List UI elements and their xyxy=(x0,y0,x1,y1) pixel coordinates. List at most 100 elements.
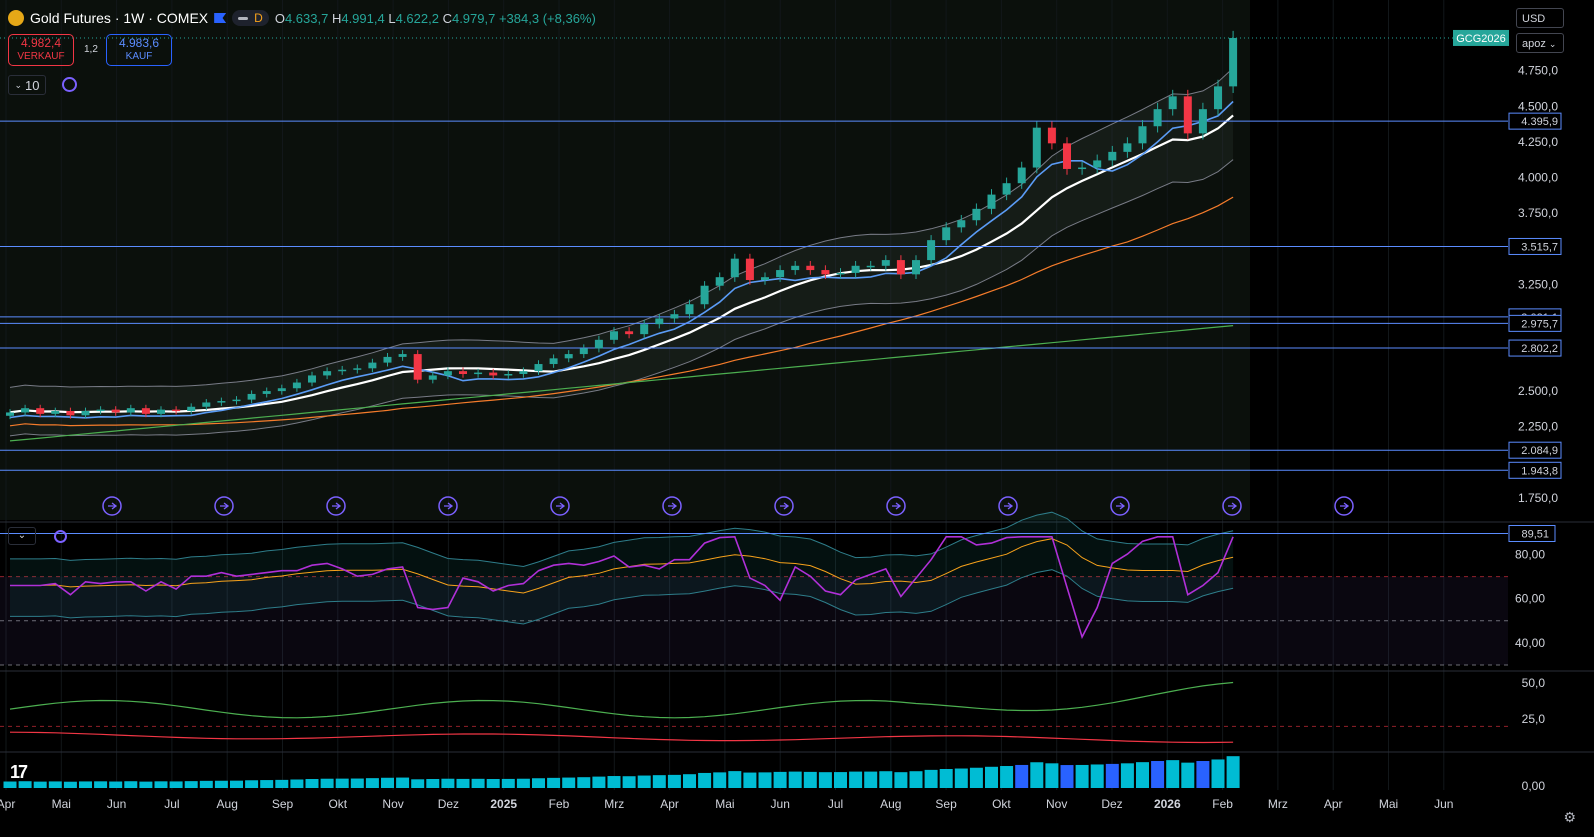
volume-bar xyxy=(969,767,983,788)
volume-bar xyxy=(18,781,32,788)
volume-bar xyxy=(1030,762,1044,788)
volume-bar xyxy=(33,781,47,788)
sync-icon[interactable] xyxy=(54,530,67,543)
candle-body xyxy=(6,412,14,416)
indicator-count: 10 xyxy=(25,77,40,93)
currency-select[interactable]: USD xyxy=(1516,8,1564,28)
candle-body xyxy=(942,227,951,241)
x-tick-label: Sep xyxy=(272,797,294,811)
osc-last-value: 89,51 xyxy=(1521,529,1549,541)
candle-body xyxy=(912,260,920,275)
event-icon xyxy=(438,496,458,516)
mode-pill[interactable]: D xyxy=(232,10,269,26)
volume-bar xyxy=(214,780,228,788)
buy-price: 4.983,6 xyxy=(118,36,160,50)
candle-body xyxy=(262,391,271,394)
candle-body xyxy=(1198,109,1207,134)
candle-body xyxy=(1153,109,1162,127)
ohlc-values: O4.633,7 H4.991,4 L4.622,2 C4.979,7 +384… xyxy=(274,10,596,26)
collapse-pane-button[interactable]: ⌄ xyxy=(8,527,36,545)
volume-bar xyxy=(894,772,908,788)
volume-bar xyxy=(381,777,394,788)
candle-body xyxy=(247,393,256,400)
candle-body xyxy=(1017,167,1026,184)
candle-body xyxy=(761,277,769,281)
volume-bar xyxy=(773,771,787,788)
x-tick-label: Jul xyxy=(164,797,179,811)
change-value: +384,3 (+8,36%) xyxy=(498,10,596,26)
candle-body xyxy=(972,208,981,221)
tradingview-logo[interactable]: 17 xyxy=(10,762,28,782)
ma-blue xyxy=(9,100,1234,419)
arrow-right-icon xyxy=(780,502,790,510)
level-label-box xyxy=(1508,339,1562,357)
candle-body xyxy=(685,304,694,315)
candle-body xyxy=(700,285,709,305)
volume-bar xyxy=(637,775,651,788)
volume-bar xyxy=(94,781,108,788)
event-icon xyxy=(998,496,1018,516)
x-tick-label: Okt xyxy=(328,797,347,811)
candle-body xyxy=(640,324,649,335)
candle-body xyxy=(1183,96,1192,134)
volume-bar xyxy=(109,781,123,788)
candle-body xyxy=(791,265,800,271)
candle-body xyxy=(459,371,467,375)
volume-bar xyxy=(516,778,530,788)
arrow-right-icon xyxy=(1340,502,1350,510)
candle-body xyxy=(987,194,996,209)
volume-bar xyxy=(169,781,183,788)
y-tick-label: 2.250,0 xyxy=(1518,420,1558,434)
volume-bar xyxy=(985,766,998,788)
sync-icon[interactable] xyxy=(62,77,77,92)
candle-body xyxy=(1063,143,1071,169)
volume-bar xyxy=(743,772,757,788)
x-tick-label: Aug xyxy=(217,797,238,811)
candle-body xyxy=(549,358,558,365)
x-tick-label: 2026 xyxy=(1154,797,1181,811)
x-tick-label: Apr xyxy=(660,797,679,811)
volume-bar xyxy=(803,771,817,788)
candle-body xyxy=(443,371,452,376)
volume-bar xyxy=(139,781,153,788)
flag-icon[interactable] xyxy=(214,13,227,23)
buy-button[interactable]: 4.983,6 KAUF xyxy=(106,34,172,66)
arrow-right-icon xyxy=(892,502,902,510)
scale-value: apoz xyxy=(1522,38,1546,50)
volume-bar xyxy=(365,778,379,788)
x-tick-label: Jun xyxy=(771,797,790,811)
volume-bar xyxy=(547,777,561,788)
osc-tick-label: 60,00 xyxy=(1515,592,1545,606)
x-tick-label: Aug xyxy=(880,797,901,811)
volume-bar xyxy=(758,772,772,788)
volume-bar xyxy=(1196,761,1210,788)
candle-body xyxy=(217,401,226,403)
symbol-title[interactable]: Gold Futures · 1W · COMEX xyxy=(30,10,209,26)
volume-bar xyxy=(350,778,364,788)
volume-bar xyxy=(245,780,259,788)
gear-icon[interactable]: ⚙ xyxy=(1563,809,1576,825)
chevron-down-icon: ⌄ xyxy=(14,79,23,90)
volume-bar xyxy=(713,772,727,788)
volume-bar xyxy=(667,774,681,788)
volume-bar xyxy=(592,776,606,788)
candle-body xyxy=(172,409,181,412)
scale-select[interactable]: apoz ⌄ xyxy=(1516,33,1564,53)
volume-bar xyxy=(1105,763,1119,788)
x-tick-label: Okt xyxy=(992,797,1011,811)
candle-body xyxy=(323,371,332,376)
osc-value-box xyxy=(1508,525,1556,543)
volume-bar xyxy=(184,781,198,788)
symbol-tag-bg xyxy=(1453,29,1509,46)
arrow-right-icon xyxy=(1116,502,1126,510)
x-tick-label: Feb xyxy=(1212,797,1233,811)
y-tick-label: 1.750,0 xyxy=(1518,491,1558,505)
candle-body xyxy=(81,411,90,416)
candle-body xyxy=(519,371,528,375)
indicator-count-button[interactable]: ⌄ 10 xyxy=(8,75,46,95)
volume-bar xyxy=(1000,766,1014,788)
candle-body xyxy=(202,402,211,407)
sell-button[interactable]: 4.982,4 VERKAUF xyxy=(8,34,74,66)
close-value: 4.979,7 xyxy=(451,10,496,26)
